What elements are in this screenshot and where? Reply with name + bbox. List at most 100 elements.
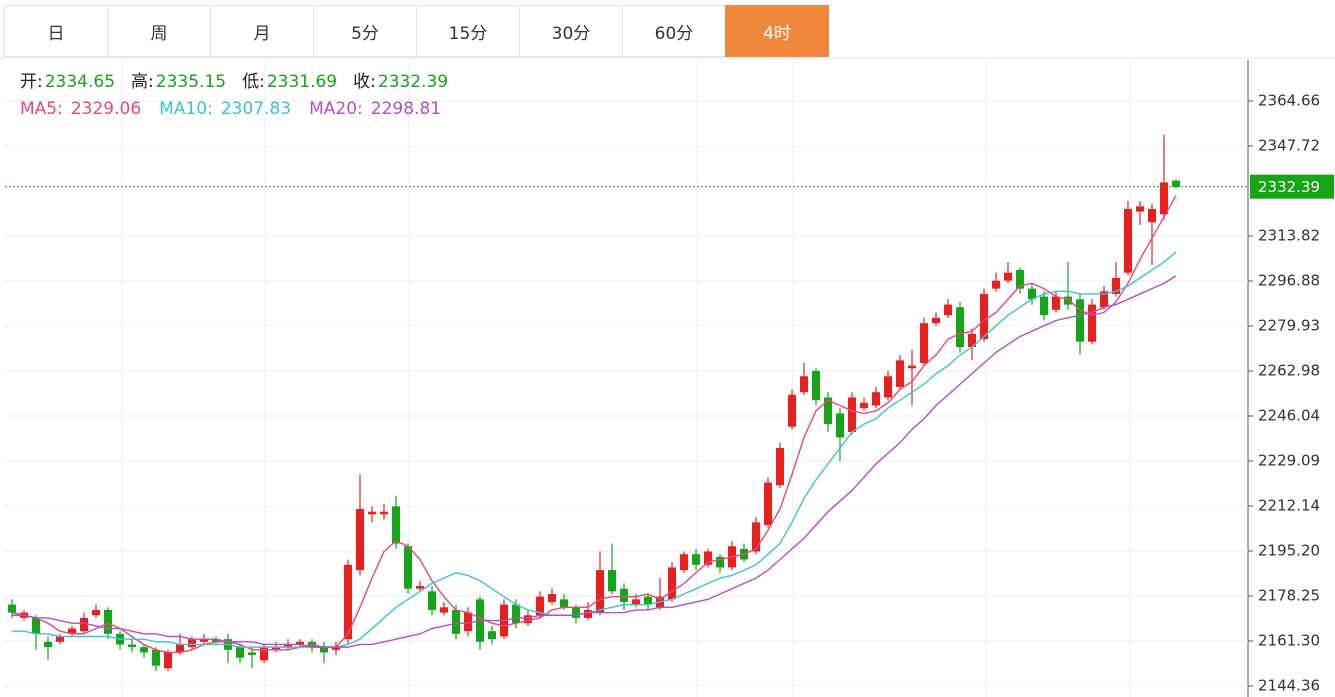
candle-body <box>812 370 820 401</box>
header-label: 高: <box>131 72 154 92</box>
candle-body <box>620 588 628 602</box>
candle-body <box>392 506 400 544</box>
candle-body <box>1052 296 1060 310</box>
candle-body <box>668 567 676 600</box>
candle-body <box>800 376 808 393</box>
candle-body <box>1160 182 1168 215</box>
y-tick-label: 2246.04 <box>1258 406 1320 424</box>
y-tick-label: 2178.25 <box>1258 587 1320 605</box>
candle-body <box>776 447 784 486</box>
candle-body <box>1172 180 1180 187</box>
candle-body <box>92 609 100 616</box>
candle-body <box>944 304 952 316</box>
ma-legend-label: MA5: <box>20 99 63 119</box>
candle-body <box>1016 270 1024 289</box>
candle-body <box>332 647 340 650</box>
period-tab[interactable]: 周 <box>107 5 211 57</box>
period-tab[interactable]: 15分 <box>416 5 520 57</box>
candle-body <box>1040 296 1048 316</box>
y-tick-label: 2195.20 <box>1258 542 1320 560</box>
candle-body <box>632 599 640 605</box>
period-tab[interactable]: 月 <box>210 5 314 57</box>
candle-body <box>1112 278 1120 294</box>
last-price-label: 2332.39 <box>1258 178 1320 196</box>
y-tick-label: 2313.82 <box>1258 227 1320 245</box>
ma-legend-value: 2307.83 <box>221 99 291 119</box>
candle-body <box>188 639 196 648</box>
candle-body <box>56 636 64 642</box>
period-tab[interactable]: 30分 <box>519 5 623 57</box>
candle-body <box>692 554 700 565</box>
period-tabs: 日周月 5分 15分 30分 60分 4时 <box>4 5 829 57</box>
candle-body <box>380 511 388 515</box>
candle-body <box>644 596 652 605</box>
candle-body <box>1100 291 1108 308</box>
period-tab[interactable]: 5分 <box>313 5 417 57</box>
ma-line <box>11 195 1177 654</box>
y-tick-label: 2262.98 <box>1258 362 1320 380</box>
candle-body <box>296 641 304 645</box>
ma-legend-value: 2329.06 <box>71 99 141 119</box>
y-tick-label: 2347.72 <box>1258 136 1320 154</box>
candle-body <box>572 607 580 618</box>
candle-body <box>176 644 184 653</box>
candle-body <box>764 482 772 525</box>
last-price-box <box>1250 174 1334 199</box>
candle-body <box>416 586 424 589</box>
candle-body <box>596 570 604 613</box>
candle-body <box>788 394 796 427</box>
candle-body <box>1124 208 1132 273</box>
header-value: 2334.65 <box>45 72 115 92</box>
candle-body <box>464 612 472 632</box>
candle-body <box>452 609 460 634</box>
candle-body <box>968 333 976 348</box>
candle-body <box>824 397 832 425</box>
candle-body <box>992 280 1000 289</box>
candle-body <box>1148 208 1156 223</box>
ma-legend-label: MA10: <box>159 99 213 119</box>
candle-body <box>104 609 112 634</box>
candle-body <box>884 376 892 398</box>
candle-body <box>140 647 148 653</box>
candle-body <box>440 607 448 613</box>
candle-body <box>704 551 712 565</box>
candle-body <box>368 511 376 515</box>
y-tick-label: 2279.93 <box>1258 317 1320 335</box>
candle-body <box>344 564 352 640</box>
candle-body <box>560 599 568 608</box>
period-tab[interactable]: 日 <box>4 5 108 57</box>
ma-line <box>12 275 1177 648</box>
period-tab[interactable]: 4时 <box>725 5 829 57</box>
candle-body <box>836 413 844 438</box>
candle-body <box>680 554 688 571</box>
candle-body <box>152 649 160 666</box>
candle-body <box>524 615 532 624</box>
candle-body <box>1076 299 1084 342</box>
candle-body <box>260 647 268 661</box>
candle-body <box>716 556 724 568</box>
y-tick-label: 2364.66 <box>1258 92 1320 110</box>
candle-body <box>980 293 988 340</box>
ma-legend-label: MA20: <box>309 99 363 119</box>
candle-body <box>956 307 964 348</box>
candle-body <box>548 594 556 602</box>
candle-body <box>932 317 940 324</box>
candle-body <box>1004 272 1012 281</box>
candle-body <box>68 628 76 634</box>
ma-line <box>12 251 1177 648</box>
header-label: 收: <box>353 72 376 92</box>
candle-body <box>404 546 412 589</box>
candle-body <box>236 647 244 658</box>
candle-body <box>212 639 220 642</box>
candle-body <box>164 652 172 669</box>
candle-body <box>536 596 544 616</box>
candle-body <box>200 639 208 642</box>
period-tab[interactable]: 60分 <box>622 5 726 57</box>
candle-body <box>1088 304 1096 342</box>
candle-body <box>356 509 364 571</box>
y-tick-label: 2229.09 <box>1258 452 1320 470</box>
candle-body <box>284 644 292 648</box>
candle-body <box>488 631 496 640</box>
